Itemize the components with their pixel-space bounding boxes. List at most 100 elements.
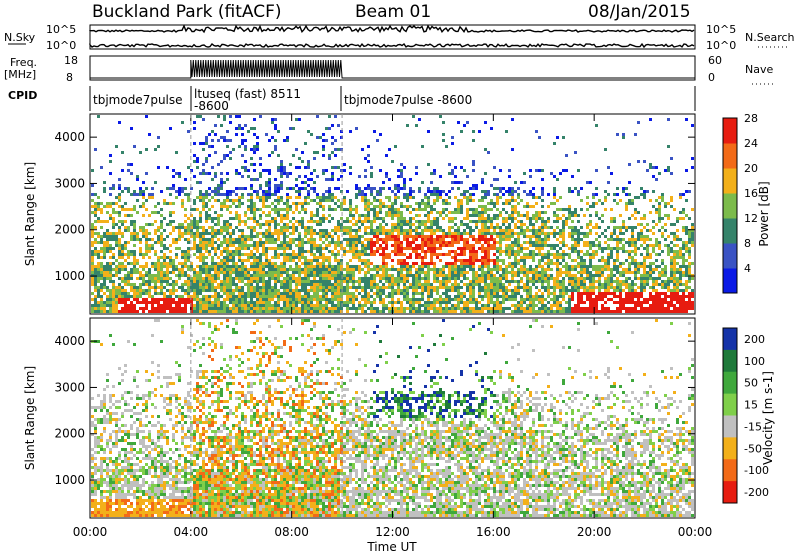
heatmap-cell	[196, 307, 199, 310]
heatmap-cell	[280, 208, 283, 211]
heatmap-cell	[358, 190, 361, 193]
heatmap-cell	[397, 208, 400, 211]
heatmap-cell	[319, 136, 322, 139]
heatmap-cell	[247, 271, 250, 274]
heatmap-cell	[283, 304, 286, 307]
heatmap-cell	[553, 289, 556, 292]
heatmap-cell	[160, 220, 163, 223]
heatmap-cell	[349, 202, 352, 205]
heatmap-cell	[298, 238, 301, 241]
heatmap-cell	[565, 271, 568, 274]
heatmap-cell	[358, 253, 361, 256]
heatmap-cell	[196, 286, 199, 289]
heatmap-cell	[448, 226, 451, 229]
heatmap-cell	[163, 286, 166, 289]
heatmap-cell	[538, 301, 541, 304]
heatmap-cell	[262, 301, 265, 304]
heatmap-cell	[334, 232, 337, 235]
heatmap-cell	[538, 265, 541, 268]
heatmap-cell	[115, 259, 118, 262]
heatmap-cell	[364, 229, 367, 232]
heatmap-cell	[175, 307, 178, 310]
heatmap-cell	[94, 238, 97, 241]
heatmap-cell	[397, 229, 400, 232]
heatmap-cell	[268, 238, 271, 241]
heatmap-cell	[457, 121, 460, 124]
heatmap-cell	[307, 166, 310, 169]
heatmap-cell	[505, 220, 508, 223]
heatmap-cell	[391, 277, 394, 280]
heatmap-cell	[517, 235, 520, 238]
heatmap-cell	[415, 202, 418, 205]
heatmap-cell	[424, 256, 427, 259]
heatmap-cell	[175, 190, 178, 193]
heatmap-cell	[436, 196, 439, 199]
heatmap-cell	[196, 196, 199, 199]
heatmap-cell	[397, 307, 400, 310]
heatmap-cell	[178, 232, 181, 235]
heatmap-cell	[229, 310, 232, 313]
heatmap-cell	[286, 211, 289, 214]
heatmap-cell	[265, 205, 268, 208]
heatmap-cell	[250, 286, 253, 289]
heatmap-cell	[214, 268, 217, 271]
heatmap-cell	[514, 310, 517, 313]
heatmap-cell	[406, 244, 409, 247]
heatmap-cell	[262, 265, 265, 268]
heatmap-cell	[100, 295, 103, 298]
heatmap-cell	[169, 244, 172, 247]
heatmap-cell	[436, 277, 439, 280]
heatmap-cell	[532, 268, 535, 271]
heatmap-cell	[103, 247, 106, 250]
heatmap-cell	[439, 253, 442, 256]
heatmap-cell	[280, 181, 283, 184]
heatmap-cell	[397, 217, 400, 220]
heatmap-cell	[262, 310, 265, 313]
heatmap-cell	[514, 259, 517, 262]
heatmap-cell	[325, 271, 328, 274]
heatmap-cell	[568, 217, 571, 220]
heatmap-cell	[307, 160, 310, 163]
heatmap-cell	[211, 205, 214, 208]
heatmap-cell	[106, 286, 109, 289]
heatmap-cell	[535, 229, 538, 232]
heatmap-cell	[457, 268, 460, 271]
heatmap-cell	[310, 214, 313, 217]
heatmap-cell	[367, 307, 370, 310]
heatmap-cell	[100, 286, 103, 289]
heatmap-cell	[553, 247, 556, 250]
heatmap-cell	[370, 280, 373, 283]
heatmap-cell	[385, 265, 388, 268]
heatmap-cell	[178, 223, 181, 226]
heatmap-cell	[289, 232, 292, 235]
heatmap-cell	[292, 295, 295, 298]
heatmap-cell	[553, 304, 556, 307]
heatmap-cell	[406, 193, 409, 196]
heatmap-cell	[436, 298, 439, 301]
heatmap-cell	[124, 295, 127, 298]
heatmap-cell	[223, 241, 226, 244]
heatmap-cell	[556, 262, 559, 265]
heatmap-cell	[412, 304, 415, 307]
heatmap-cell	[280, 187, 283, 190]
heatmap-cell	[373, 253, 376, 256]
heatmap-cell	[496, 235, 499, 238]
heatmap-cell	[475, 298, 478, 301]
heatmap-cell	[283, 253, 286, 256]
heatmap-cell	[163, 271, 166, 274]
heatmap-cell	[535, 241, 538, 244]
heatmap-cell	[544, 241, 547, 244]
heatmap-cell	[244, 220, 247, 223]
heatmap-cell	[367, 214, 370, 217]
heatmap-cell	[274, 193, 277, 196]
heatmap-cell	[148, 271, 151, 274]
heatmap-cell	[526, 241, 529, 244]
heatmap-cell	[442, 211, 445, 214]
heatmap-cell	[361, 310, 364, 313]
heatmap-cell	[280, 286, 283, 289]
heatmap-cell	[271, 193, 274, 196]
heatmap-cell	[256, 268, 259, 271]
heatmap-cell	[310, 217, 313, 220]
heatmap-cell	[124, 187, 127, 190]
heatmap-cell	[394, 184, 397, 187]
